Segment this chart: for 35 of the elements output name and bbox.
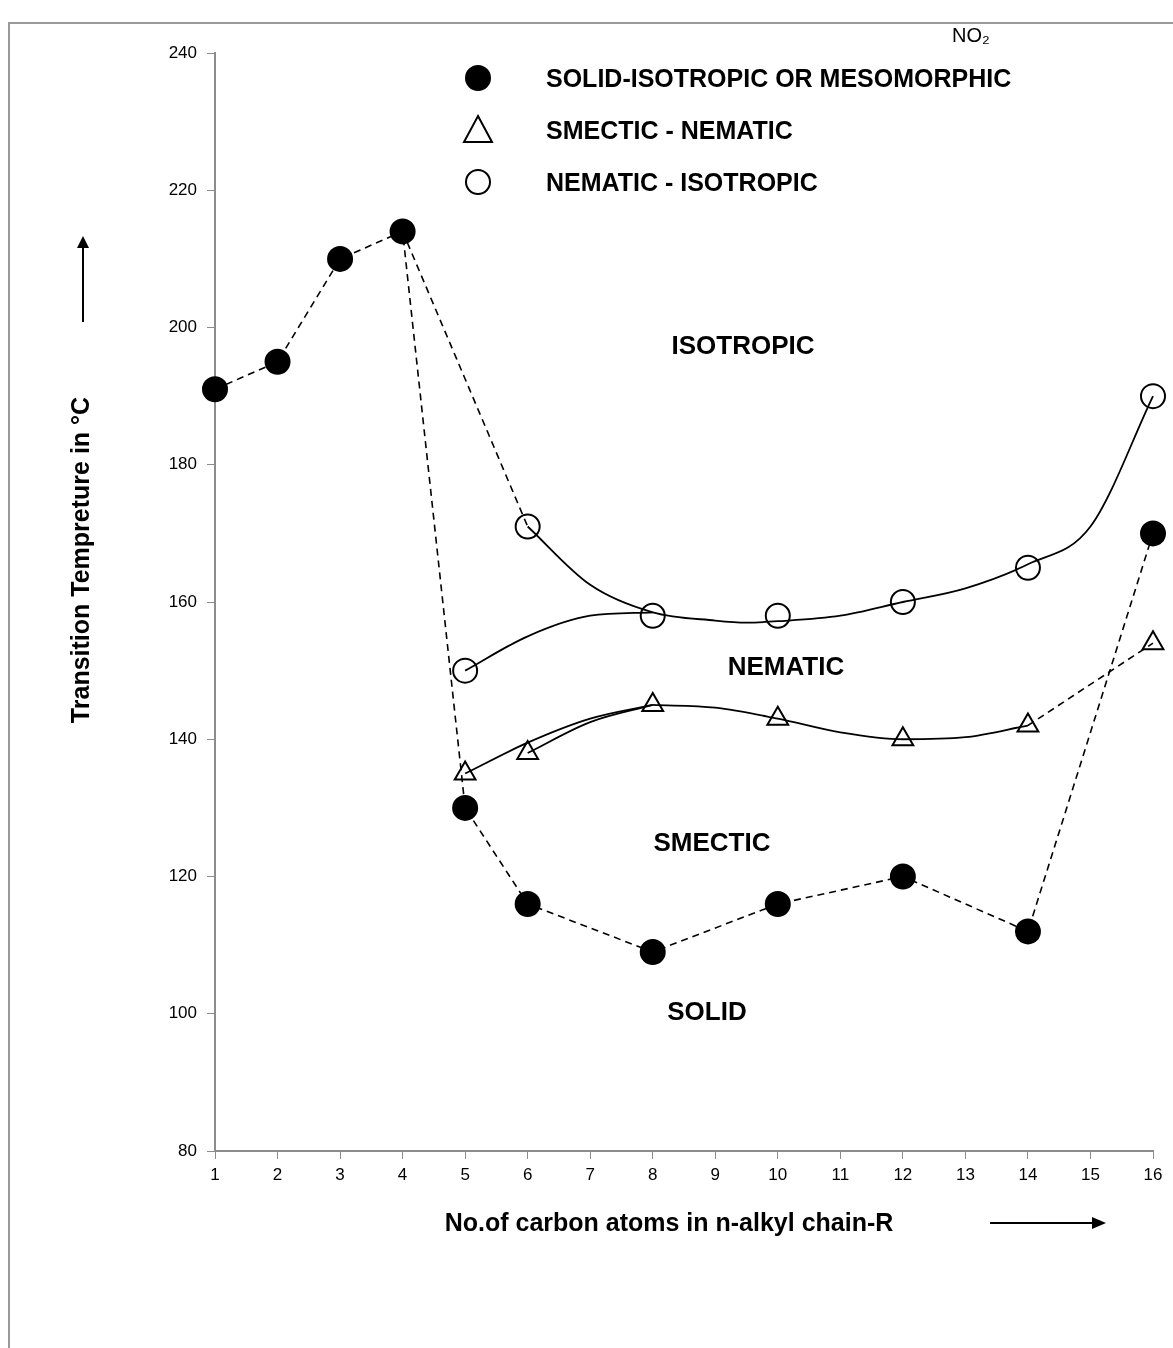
legend-label: SOLID-ISOTROPIC OR MESOMORPHIC [546, 63, 1012, 93]
x-tick-label: 7 [585, 1164, 595, 1184]
x-tick-label: 14 [1018, 1164, 1038, 1184]
x-tick-label: 10 [768, 1164, 788, 1184]
y-tick-label: 160 [168, 591, 197, 611]
annotation: SOLID [667, 995, 747, 1027]
annotation: SMECTIC [653, 826, 771, 858]
legend-label: SMECTIC - NEMATIC [546, 115, 793, 145]
y-tick-label: 200 [168, 317, 197, 337]
text: NO₂ [952, 24, 990, 47]
y-tick-label: 120 [168, 866, 197, 886]
y-tick-label: 220 [168, 179, 197, 199]
y-tick-label: 140 [168, 728, 197, 748]
x-tick-label: 2 [272, 1164, 283, 1184]
annotation: ISOTROPIC [671, 329, 815, 361]
x-tick-label: 8 [648, 1164, 658, 1184]
x-tick-label: 9 [710, 1164, 720, 1184]
annotation: NEMATIC [727, 650, 845, 682]
y-axis-title: Transition Tempreture in °C [65, 396, 94, 724]
x-tick-label: 13 [955, 1164, 975, 1184]
x-tick-label: 11 [831, 1164, 850, 1184]
y-tick-label: 100 [168, 1003, 197, 1023]
y-tick-label: 240 [168, 42, 197, 62]
x-axis-title: No.of carbon atoms in n-alkyl chain-R [444, 1207, 894, 1236]
x-tick-label: 16 [1143, 1164, 1163, 1184]
x-tick-label: 15 [1081, 1164, 1100, 1184]
x-tick-label: 1 [210, 1164, 220, 1184]
x-tick-label: 4 [397, 1164, 408, 1184]
x-tick-label: 12 [893, 1164, 913, 1184]
legend-label: NEMATIC - ISOTROPIC [546, 167, 818, 197]
y-tick-label: 180 [168, 454, 197, 474]
x-tick-label: 5 [460, 1164, 470, 1184]
x-tick-label: 3 [335, 1164, 345, 1184]
y-tick-label: 80 [178, 1140, 197, 1160]
x-tick-label: 6 [522, 1164, 533, 1184]
